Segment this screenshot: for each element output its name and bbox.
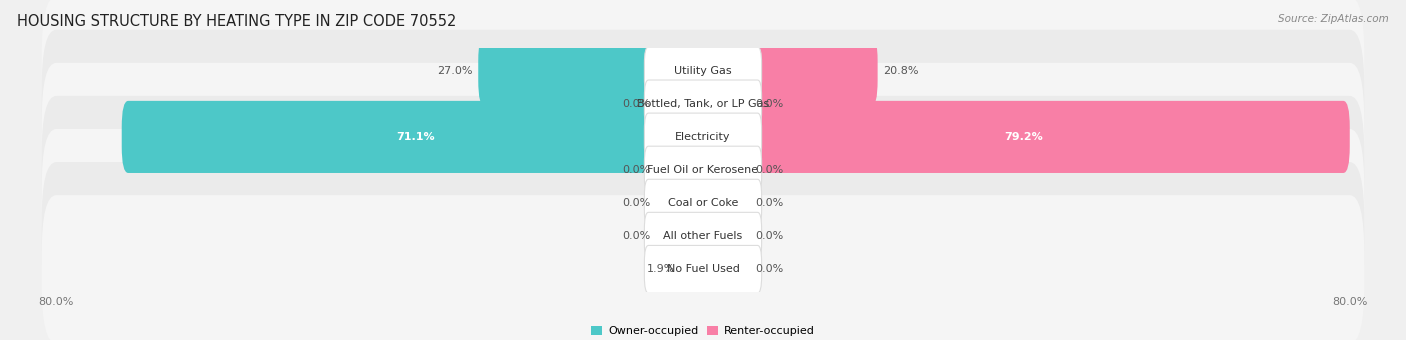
- FancyBboxPatch shape: [657, 68, 710, 140]
- FancyBboxPatch shape: [696, 35, 877, 107]
- FancyBboxPatch shape: [644, 212, 762, 260]
- Text: 1.9%: 1.9%: [647, 264, 675, 274]
- Text: 0.0%: 0.0%: [755, 165, 783, 175]
- Text: Source: ZipAtlas.com: Source: ZipAtlas.com: [1278, 14, 1389, 23]
- FancyBboxPatch shape: [696, 101, 1350, 173]
- FancyBboxPatch shape: [644, 179, 762, 227]
- Text: Bottled, Tank, or LP Gas: Bottled, Tank, or LP Gas: [637, 99, 769, 109]
- FancyBboxPatch shape: [644, 146, 762, 194]
- Text: 27.0%: 27.0%: [437, 66, 472, 76]
- Text: Coal or Coke: Coal or Coke: [668, 198, 738, 208]
- Text: 0.0%: 0.0%: [623, 165, 651, 175]
- FancyBboxPatch shape: [644, 113, 762, 161]
- FancyBboxPatch shape: [42, 96, 1364, 244]
- Text: No Fuel Used: No Fuel Used: [666, 264, 740, 274]
- Text: 0.0%: 0.0%: [755, 264, 783, 274]
- FancyBboxPatch shape: [657, 167, 710, 239]
- Text: 0.0%: 0.0%: [623, 198, 651, 208]
- FancyBboxPatch shape: [644, 47, 762, 95]
- FancyBboxPatch shape: [42, 162, 1364, 310]
- FancyBboxPatch shape: [42, 129, 1364, 277]
- FancyBboxPatch shape: [478, 35, 710, 107]
- FancyBboxPatch shape: [644, 245, 762, 293]
- FancyBboxPatch shape: [696, 167, 749, 239]
- FancyBboxPatch shape: [696, 233, 749, 305]
- Text: 79.2%: 79.2%: [1004, 132, 1042, 142]
- Text: 71.1%: 71.1%: [396, 132, 434, 142]
- Text: Fuel Oil or Kerosene: Fuel Oil or Kerosene: [647, 165, 759, 175]
- FancyBboxPatch shape: [122, 101, 710, 173]
- Text: 0.0%: 0.0%: [623, 99, 651, 109]
- FancyBboxPatch shape: [644, 80, 762, 128]
- Text: All other Fuels: All other Fuels: [664, 231, 742, 241]
- Text: 0.0%: 0.0%: [755, 198, 783, 208]
- FancyBboxPatch shape: [42, 30, 1364, 178]
- Text: Utility Gas: Utility Gas: [675, 66, 731, 76]
- FancyBboxPatch shape: [657, 134, 710, 206]
- FancyBboxPatch shape: [42, 63, 1364, 211]
- Text: HOUSING STRUCTURE BY HEATING TYPE IN ZIP CODE 70552: HOUSING STRUCTURE BY HEATING TYPE IN ZIP…: [17, 14, 456, 29]
- Text: 0.0%: 0.0%: [755, 231, 783, 241]
- FancyBboxPatch shape: [696, 134, 749, 206]
- Text: 0.0%: 0.0%: [623, 231, 651, 241]
- FancyBboxPatch shape: [657, 200, 710, 272]
- FancyBboxPatch shape: [696, 68, 749, 140]
- Text: Electricity: Electricity: [675, 132, 731, 142]
- FancyBboxPatch shape: [681, 233, 710, 305]
- Text: 0.0%: 0.0%: [755, 99, 783, 109]
- Text: 20.8%: 20.8%: [883, 66, 918, 76]
- FancyBboxPatch shape: [42, 0, 1364, 145]
- Legend: Owner-occupied, Renter-occupied: Owner-occupied, Renter-occupied: [586, 322, 820, 340]
- FancyBboxPatch shape: [696, 200, 749, 272]
- FancyBboxPatch shape: [42, 195, 1364, 340]
